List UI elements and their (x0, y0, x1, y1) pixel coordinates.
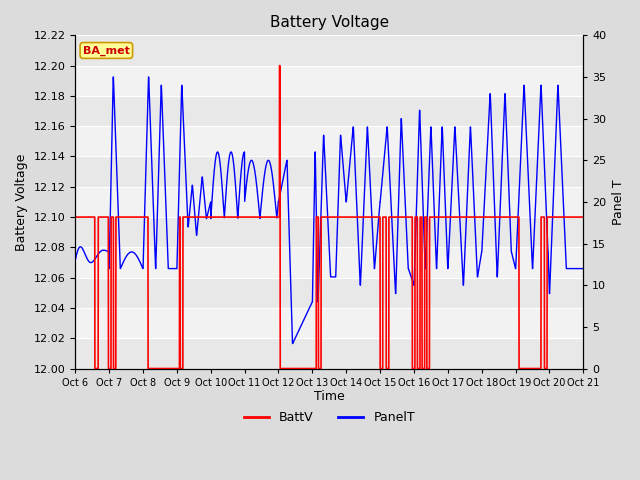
Bar (76, 217, 583, 247)
Bar (76, 247, 583, 277)
Y-axis label: Battery Voltage: Battery Voltage (15, 153, 28, 251)
Title: Battery Voltage: Battery Voltage (269, 15, 389, 30)
Text: BA_met: BA_met (83, 45, 130, 56)
Bar (76, 36, 583, 66)
Bar (76, 187, 583, 217)
Bar (76, 156, 583, 187)
Bar (76, 126, 583, 156)
Bar (76, 96, 583, 126)
Bar (76, 338, 583, 369)
Bar (76, 308, 583, 338)
Y-axis label: Panel T: Panel T (612, 179, 625, 225)
Bar (76, 66, 583, 96)
Legend: BattV, PanelT: BattV, PanelT (239, 406, 420, 429)
X-axis label: Time: Time (314, 390, 345, 403)
Bar (76, 277, 583, 308)
